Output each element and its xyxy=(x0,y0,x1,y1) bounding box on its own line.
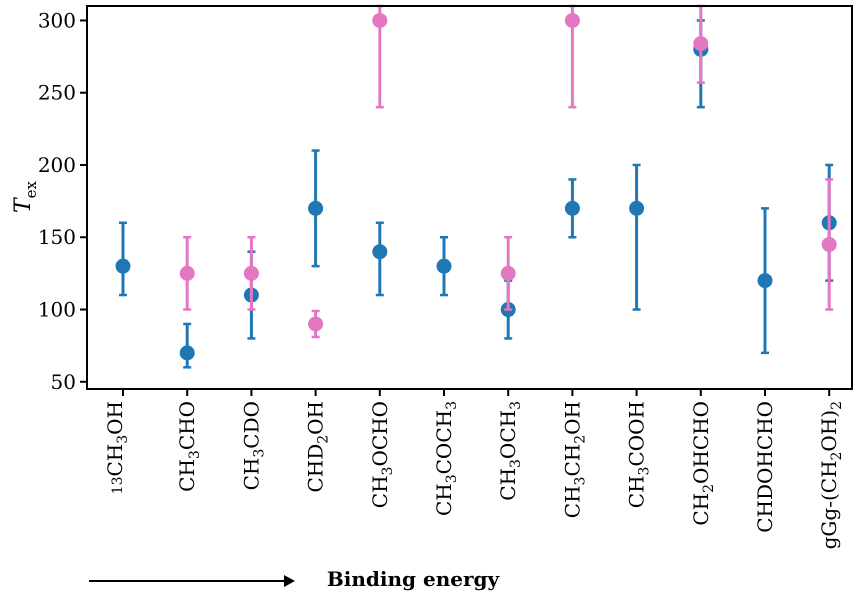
series-1-point-4 xyxy=(372,4,388,109)
marker xyxy=(372,244,388,260)
x-tick-label-6: CH3OCH3 xyxy=(496,401,524,501)
marker xyxy=(115,258,131,274)
marker xyxy=(308,200,324,216)
y-label-main: T xyxy=(11,196,36,213)
y-tick-label-150: 150 xyxy=(38,225,76,249)
series-0-point-1 xyxy=(179,322,195,369)
y-label-sub: ex xyxy=(22,180,40,198)
series-1-point-3 xyxy=(308,309,324,339)
x-tick-label-1: CH3CHO xyxy=(175,401,203,492)
plot-frame xyxy=(86,5,853,390)
marker xyxy=(693,36,709,52)
marker xyxy=(757,273,773,289)
x-tick-label-7: CH3CH2OH xyxy=(560,401,588,518)
x-tick-label-10: CHDOHCHO xyxy=(753,401,777,533)
marker xyxy=(564,12,580,28)
marker xyxy=(500,265,516,281)
series-0-point-3 xyxy=(308,149,324,268)
y-tick-label-200: 200 xyxy=(38,153,76,177)
y-tick-label-50: 50 xyxy=(51,370,76,394)
y-axis-label: Tex xyxy=(11,180,40,213)
series-0-point-5 xyxy=(436,235,452,297)
series-0-point-7 xyxy=(564,178,580,239)
series-0-point-0 xyxy=(115,221,131,297)
x-tick-label-2: CH3CDO xyxy=(239,401,267,490)
plot-elements xyxy=(115,4,837,369)
series-1-point-11 xyxy=(821,178,837,311)
series-1-point-9 xyxy=(693,4,709,84)
marker xyxy=(179,265,195,281)
series-1-point-7 xyxy=(564,4,580,109)
x-axis-ticks: 13CH3OH CH3CHO CH3CDO CHD2OH CH3OCHO CH3COCH3… xyxy=(103,389,845,549)
marker xyxy=(179,345,195,361)
marker xyxy=(372,12,388,28)
x-tick-label-11: gGg-(CH2OH)2 xyxy=(817,401,845,549)
series-0-point-8 xyxy=(629,163,645,311)
marker xyxy=(243,265,259,281)
y-tick-label-300: 300 xyxy=(38,8,76,32)
x-axis-label: Binding energy xyxy=(327,567,501,591)
marker xyxy=(821,236,837,252)
y-tick-label-100: 100 xyxy=(38,298,76,322)
marker xyxy=(564,200,580,216)
y-tick-label-250: 250 xyxy=(38,81,76,105)
marker xyxy=(436,258,452,274)
x-tick-label-9: CH2OHCHO xyxy=(689,401,717,526)
marker xyxy=(629,200,645,216)
x-tick-label-3: CHD2OH xyxy=(304,401,332,493)
x-tick-label-4: CH3OCHO xyxy=(368,401,396,508)
marker xyxy=(308,316,324,332)
x-tick-label-0: 13CH3OH xyxy=(103,401,131,494)
x-tick-label-5: CH3COCH3 xyxy=(432,401,460,516)
x-tick-label-8: CH3COOH xyxy=(625,401,653,508)
series-1-point-2 xyxy=(243,235,259,311)
series-0-point-10 xyxy=(757,207,773,355)
y-axis-ticks: 50 100 150 200 250 300 xyxy=(38,8,87,394)
binding-energy-arrow xyxy=(89,575,295,587)
series-1-point-6 xyxy=(500,235,516,311)
series-1-point-1 xyxy=(179,235,195,311)
series-0-point-4 xyxy=(372,221,388,297)
